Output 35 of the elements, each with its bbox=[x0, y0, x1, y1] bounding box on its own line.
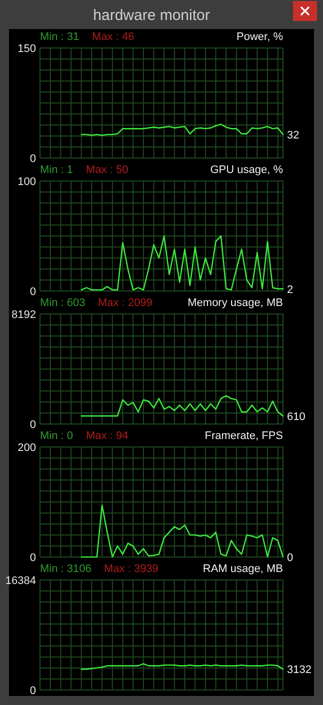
text: Max : 3939 bbox=[104, 563, 158, 575]
y-tick-label: 0 bbox=[30, 552, 36, 564]
text: Max : 94 bbox=[86, 430, 128, 442]
chart-subtitle: Power, % bbox=[236, 31, 284, 43]
y-tick-label: 100 bbox=[18, 176, 36, 188]
chart-subtitle: GPU usage, % bbox=[210, 164, 284, 176]
chart-subtitle: Memory usage, MB bbox=[188, 297, 283, 309]
text: Min : 0 bbox=[40, 430, 74, 442]
text: 32 bbox=[287, 130, 300, 142]
y-tick-label: 0 bbox=[30, 419, 36, 431]
text: 2 bbox=[287, 284, 294, 296]
line-series bbox=[80, 504, 284, 558]
text: Min : 31 bbox=[40, 31, 80, 43]
chart-subtitle: Framerate, FPS bbox=[204, 430, 283, 442]
y-tick-label: 200 bbox=[18, 442, 36, 454]
y-tick-label: 0 bbox=[30, 153, 36, 165]
y-tick-label: 16384 bbox=[5, 575, 36, 587]
text: Min : 3106 bbox=[40, 563, 92, 575]
text: Max : 2099 bbox=[98, 297, 152, 309]
chart-title: hardware monitor bbox=[93, 7, 210, 24]
line-series bbox=[80, 395, 284, 417]
y-tick-label: 0 bbox=[30, 685, 36, 697]
line-series bbox=[80, 124, 284, 136]
text: 0 bbox=[287, 552, 294, 564]
text: Min : 1 bbox=[40, 164, 74, 176]
y-tick-label: 150 bbox=[18, 43, 36, 55]
text: Max : 46 bbox=[92, 31, 134, 43]
y-tick-label: 8192 bbox=[12, 309, 36, 321]
text: Max : 50 bbox=[86, 164, 128, 176]
y-tick-label: 0 bbox=[30, 286, 36, 298]
text: 610 bbox=[287, 410, 306, 423]
line-series bbox=[80, 235, 284, 291]
text: Min : 603 bbox=[40, 297, 86, 309]
chart-subtitle: RAM usage, MB bbox=[202, 563, 283, 575]
text: 3132 bbox=[287, 664, 312, 676]
